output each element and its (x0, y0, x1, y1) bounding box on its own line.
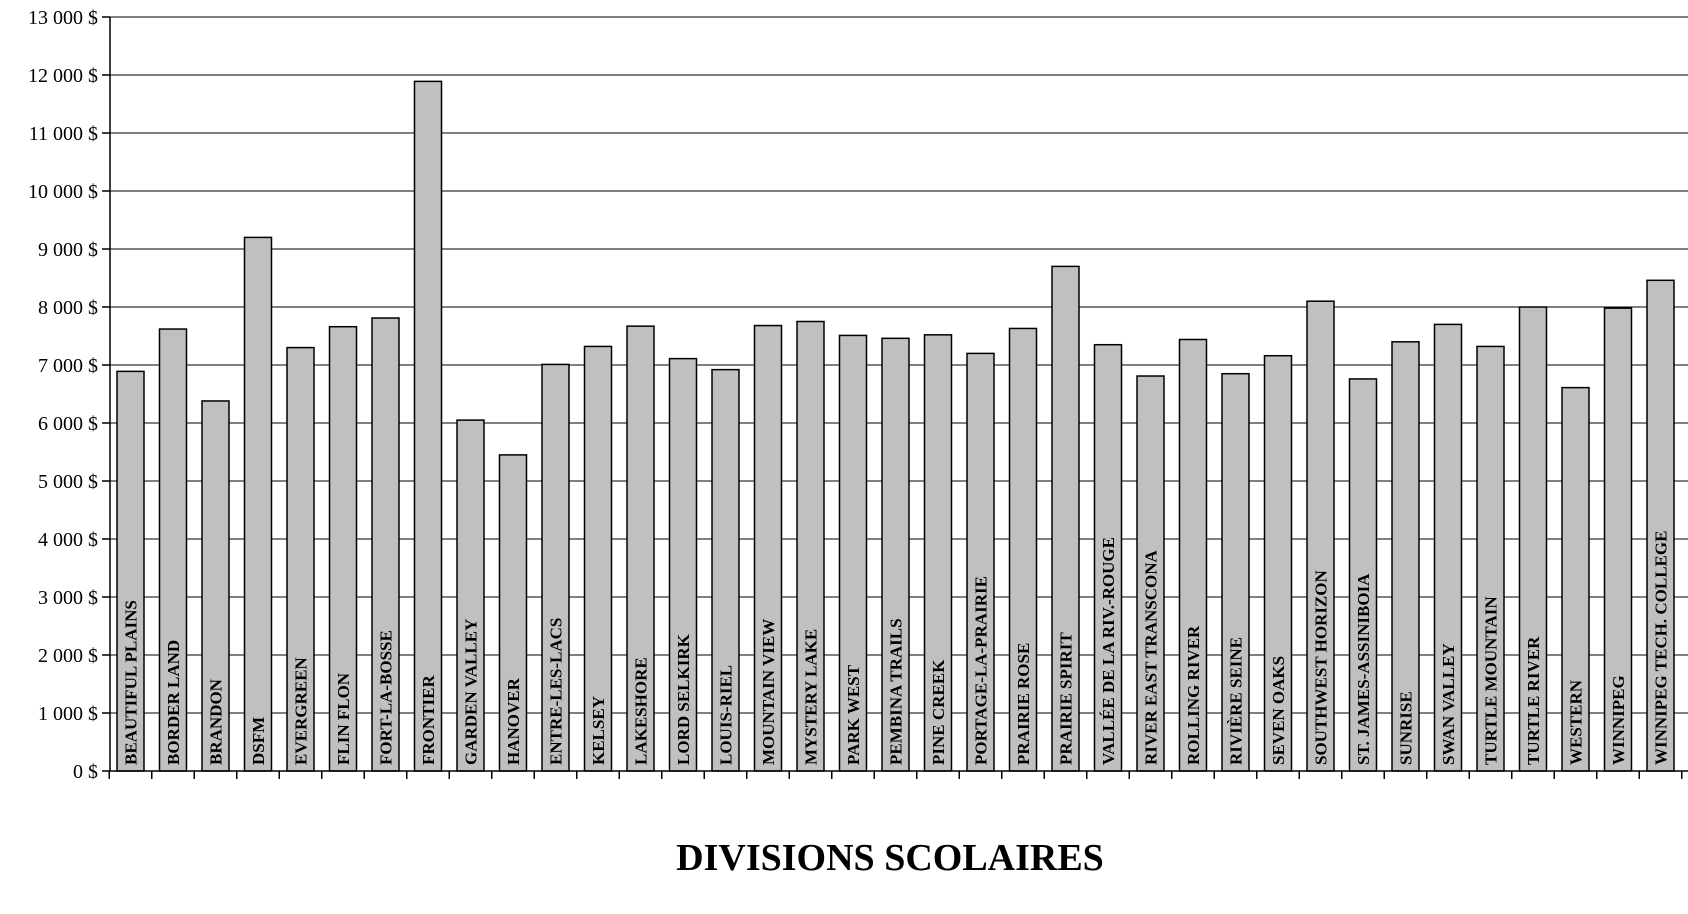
bar-category-label: PRAIRIE SPIRIT (1057, 632, 1076, 765)
bar-category-label: PEMBINA TRAILS (887, 618, 906, 765)
y-tick-label: 10 000 $ (28, 181, 98, 203)
bar-category-label: FORT-LA-BOSSE (377, 630, 396, 765)
bar-labels: BEAUTIFUL PLAINS BORDER LAND BRANDON DSFM EV… (122, 531, 1671, 765)
bar-category-label: BORDER LAND (164, 640, 183, 765)
bar-category-label: SOUTHWEST HORIZON (1312, 570, 1331, 765)
bar (1433, 323, 1463, 772)
bar (456, 419, 485, 772)
y-tick-label: 3 000 $ (38, 587, 98, 609)
bar (1476, 345, 1505, 772)
bar-category-label: SUNRISE (1397, 691, 1416, 765)
bar (1391, 341, 1420, 772)
bar-category-label: MYSTERY LAKE (802, 629, 821, 765)
bar-category-label: ENTRE-LES-LACS (547, 618, 566, 765)
bar (1008, 327, 1038, 772)
bar-category-label: SWAN VALLEY (1439, 643, 1458, 765)
bar-category-label: PARK WEST (844, 664, 863, 765)
y-axis-ticks: 0 $ 1 000 $ 2 000 $ 3 000 $ 4 000 $ 5 000 $ 6 … (28, 7, 110, 783)
x-axis-ticks (108, 771, 1683, 779)
y-tick-label: 11 000 $ (29, 123, 98, 145)
bar-category-label: GARDEN VALLEY (462, 619, 481, 765)
bar-category-label: EVERGREEN (292, 657, 311, 765)
bar (413, 80, 443, 772)
bar-category-label: MOUNTAIN VIEW (759, 619, 778, 765)
bar (1603, 307, 1633, 772)
bar (1263, 354, 1293, 772)
bar (1093, 343, 1123, 772)
bar (881, 337, 910, 772)
y-tick-label: 2 000 $ (38, 645, 98, 667)
bar (923, 334, 953, 772)
bar (583, 345, 613, 772)
bar (966, 352, 995, 772)
bar-category-label: KELSEY (589, 696, 608, 765)
bar (328, 325, 358, 772)
bar (1051, 265, 1080, 772)
bar (158, 328, 188, 772)
bar (1348, 378, 1378, 772)
y-tick-label: 0 $ (73, 761, 98, 783)
x-axis-title: DIVISIONS SCOLAIRES (676, 837, 1104, 879)
bar (838, 334, 868, 772)
bar (1561, 386, 1590, 772)
y-tick-label: 7 000 $ (38, 355, 98, 377)
y-tick-label: 9 000 $ (38, 239, 98, 261)
y-tick-label: 4 000 $ (38, 529, 98, 551)
bar-category-label: LOUIS-RIEL (717, 665, 736, 765)
bar-category-label: RIVIÈRE SEINE (1227, 637, 1246, 765)
bar-category-label: WINNIPEG TECH. COLLEGE (1652, 531, 1671, 765)
bar-category-label: FRONTIER (419, 675, 438, 765)
bar-category-label: RIVER EAST TRANSCONA (1142, 550, 1161, 765)
bar-category-label: PORTAGE-LA-PRAIRIE (972, 576, 991, 765)
bar-category-label: ROLLING RIVER (1184, 625, 1203, 765)
bar-category-label: TURTLE MOUNTAIN (1482, 596, 1501, 765)
y-tick-label: 13 000 $ (28, 7, 98, 29)
bar (1178, 338, 1208, 772)
bar (1646, 279, 1675, 772)
bar-category-label: DSFM (249, 717, 268, 765)
bar-category-label: LORD SELKIRK (674, 633, 693, 765)
y-tick-label: 12 000 $ (28, 65, 98, 87)
bar (371, 317, 400, 772)
bar-category-label: HANOVER (504, 677, 523, 765)
y-tick-label: 8 000 $ (38, 297, 98, 319)
y-tick-label: 5 000 $ (38, 471, 98, 493)
y-tick-label: 6 000 $ (38, 413, 98, 435)
bar (1136, 375, 1165, 772)
bar-category-label: PRAIRIE ROSE (1014, 643, 1033, 765)
bar-category-label: TURTLE RIVER (1524, 636, 1543, 765)
bar-category-label: PINE CREEK (929, 659, 948, 765)
bar-category-label: FLIN FLON (334, 672, 353, 765)
bar-category-label: VALLÉE DE LA RIV.-ROUGE (1099, 537, 1118, 765)
bar-category-label: SEVEN OAKS (1269, 656, 1288, 765)
y-tick-label: 1 000 $ (38, 703, 98, 725)
bar (1221, 372, 1250, 772)
bars (116, 80, 1675, 772)
bar-category-label: ST. JAMES-ASSINIBOIA (1354, 573, 1373, 765)
bar-category-label: BEAUTIFUL PLAINS (122, 600, 141, 765)
bar-category-label: BRANDON (207, 678, 226, 765)
bar (116, 370, 145, 772)
bar (286, 346, 315, 772)
bar-category-label: WESTERN (1567, 679, 1586, 765)
bar (243, 236, 273, 772)
bar (201, 400, 230, 772)
bar-category-label: WINNIPEG (1609, 675, 1628, 765)
bar-category-label: LAKESHORE (632, 657, 651, 765)
bar (626, 325, 655, 772)
